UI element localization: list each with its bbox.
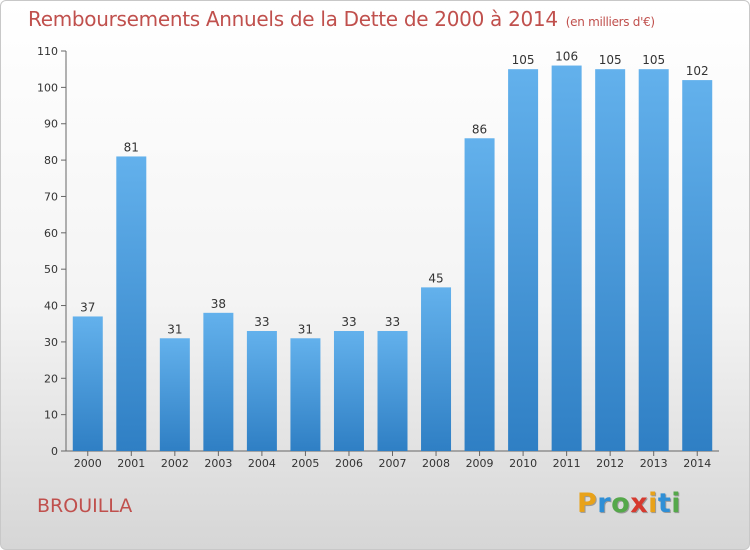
- data-label-2010: 105: [512, 53, 535, 67]
- bar-2014: [682, 80, 713, 451]
- data-label-2006: 33: [341, 315, 356, 329]
- y-tick-label: 40: [44, 300, 58, 313]
- y-tick-label: 20: [44, 372, 58, 385]
- logo-letter: P: [577, 488, 598, 519]
- x-tick-label-2002: 2002: [161, 457, 189, 470]
- bar-2012: [595, 69, 626, 451]
- data-label-2004: 33: [254, 315, 269, 329]
- bar-2002: [159, 338, 190, 451]
- x-tick-label-2014: 2014: [683, 457, 711, 470]
- logo-letter: r: [597, 488, 612, 519]
- logo-letter: x: [630, 488, 649, 519]
- y-tick-label: 50: [44, 263, 58, 276]
- data-label-2012: 105: [599, 53, 622, 67]
- bar-2008: [421, 287, 452, 451]
- y-tick-label: 110: [37, 45, 58, 58]
- data-label-2001: 81: [124, 140, 139, 154]
- data-label-2002: 31: [167, 322, 182, 336]
- bar-2009: [464, 138, 495, 452]
- bar-2007: [377, 331, 408, 451]
- proxiti-logo: Proxiti: [577, 488, 681, 519]
- chart-title-text: Remboursements Annuels de la Dette de 20…: [28, 7, 558, 31]
- bar-2003: [203, 312, 234, 451]
- bar-2011: [551, 65, 582, 451]
- y-tick-label: 90: [44, 118, 58, 131]
- logo-letter: i: [648, 488, 658, 519]
- y-tick-label: 0: [51, 445, 58, 458]
- bar-2006: [333, 331, 364, 451]
- x-tick-label-2011: 2011: [553, 457, 581, 470]
- x-tick-label-2004: 2004: [248, 457, 276, 470]
- bar-2000: [72, 316, 103, 451]
- x-tick-label-2006: 2006: [335, 457, 363, 470]
- chart-title: Remboursements Annuels de la Dette de 20…: [28, 7, 655, 31]
- y-tick-label: 100: [37, 81, 58, 94]
- x-tick-label-2000: 2000: [74, 457, 102, 470]
- bar-2005: [290, 338, 321, 451]
- x-tick-label-2010: 2010: [509, 457, 537, 470]
- data-label-2014: 102: [686, 64, 709, 78]
- logo-letter: t: [657, 488, 672, 519]
- x-tick-label-2013: 2013: [640, 457, 668, 470]
- x-tick-label-2009: 2009: [466, 457, 494, 470]
- unit-note: (en milliers d'€): [565, 15, 655, 29]
- x-tick-label-2005: 2005: [291, 457, 319, 470]
- y-tick-label: 60: [44, 227, 58, 240]
- logo-letter: i: [671, 488, 682, 519]
- data-label-2011: 106: [555, 50, 578, 64]
- x-tick-label-2008: 2008: [422, 457, 450, 470]
- data-label-2005: 31: [298, 322, 313, 336]
- bar-2001: [116, 156, 147, 452]
- x-tick-label-2012: 2012: [596, 457, 624, 470]
- bar-2004: [246, 331, 277, 451]
- data-label-2008: 45: [428, 271, 443, 285]
- x-tick-label-2001: 2001: [117, 457, 145, 470]
- data-label-2000: 37: [80, 300, 95, 314]
- x-tick-label-2007: 2007: [379, 457, 407, 470]
- y-tick-label: 10: [44, 409, 58, 422]
- y-tick-label: 80: [44, 154, 58, 167]
- data-label-2013: 105: [642, 53, 665, 67]
- y-tick-label: 30: [44, 336, 58, 349]
- data-label-2009: 86: [472, 122, 487, 136]
- y-tick-label: 70: [44, 190, 58, 203]
- x-tick-label-2003: 2003: [204, 457, 232, 470]
- logo-letter: o: [611, 488, 631, 519]
- town-name: BROUILLA: [37, 495, 133, 517]
- bar-2010: [508, 69, 539, 451]
- data-label-2003: 38: [211, 297, 226, 311]
- bar-2013: [638, 69, 669, 451]
- data-label-2007: 33: [385, 315, 400, 329]
